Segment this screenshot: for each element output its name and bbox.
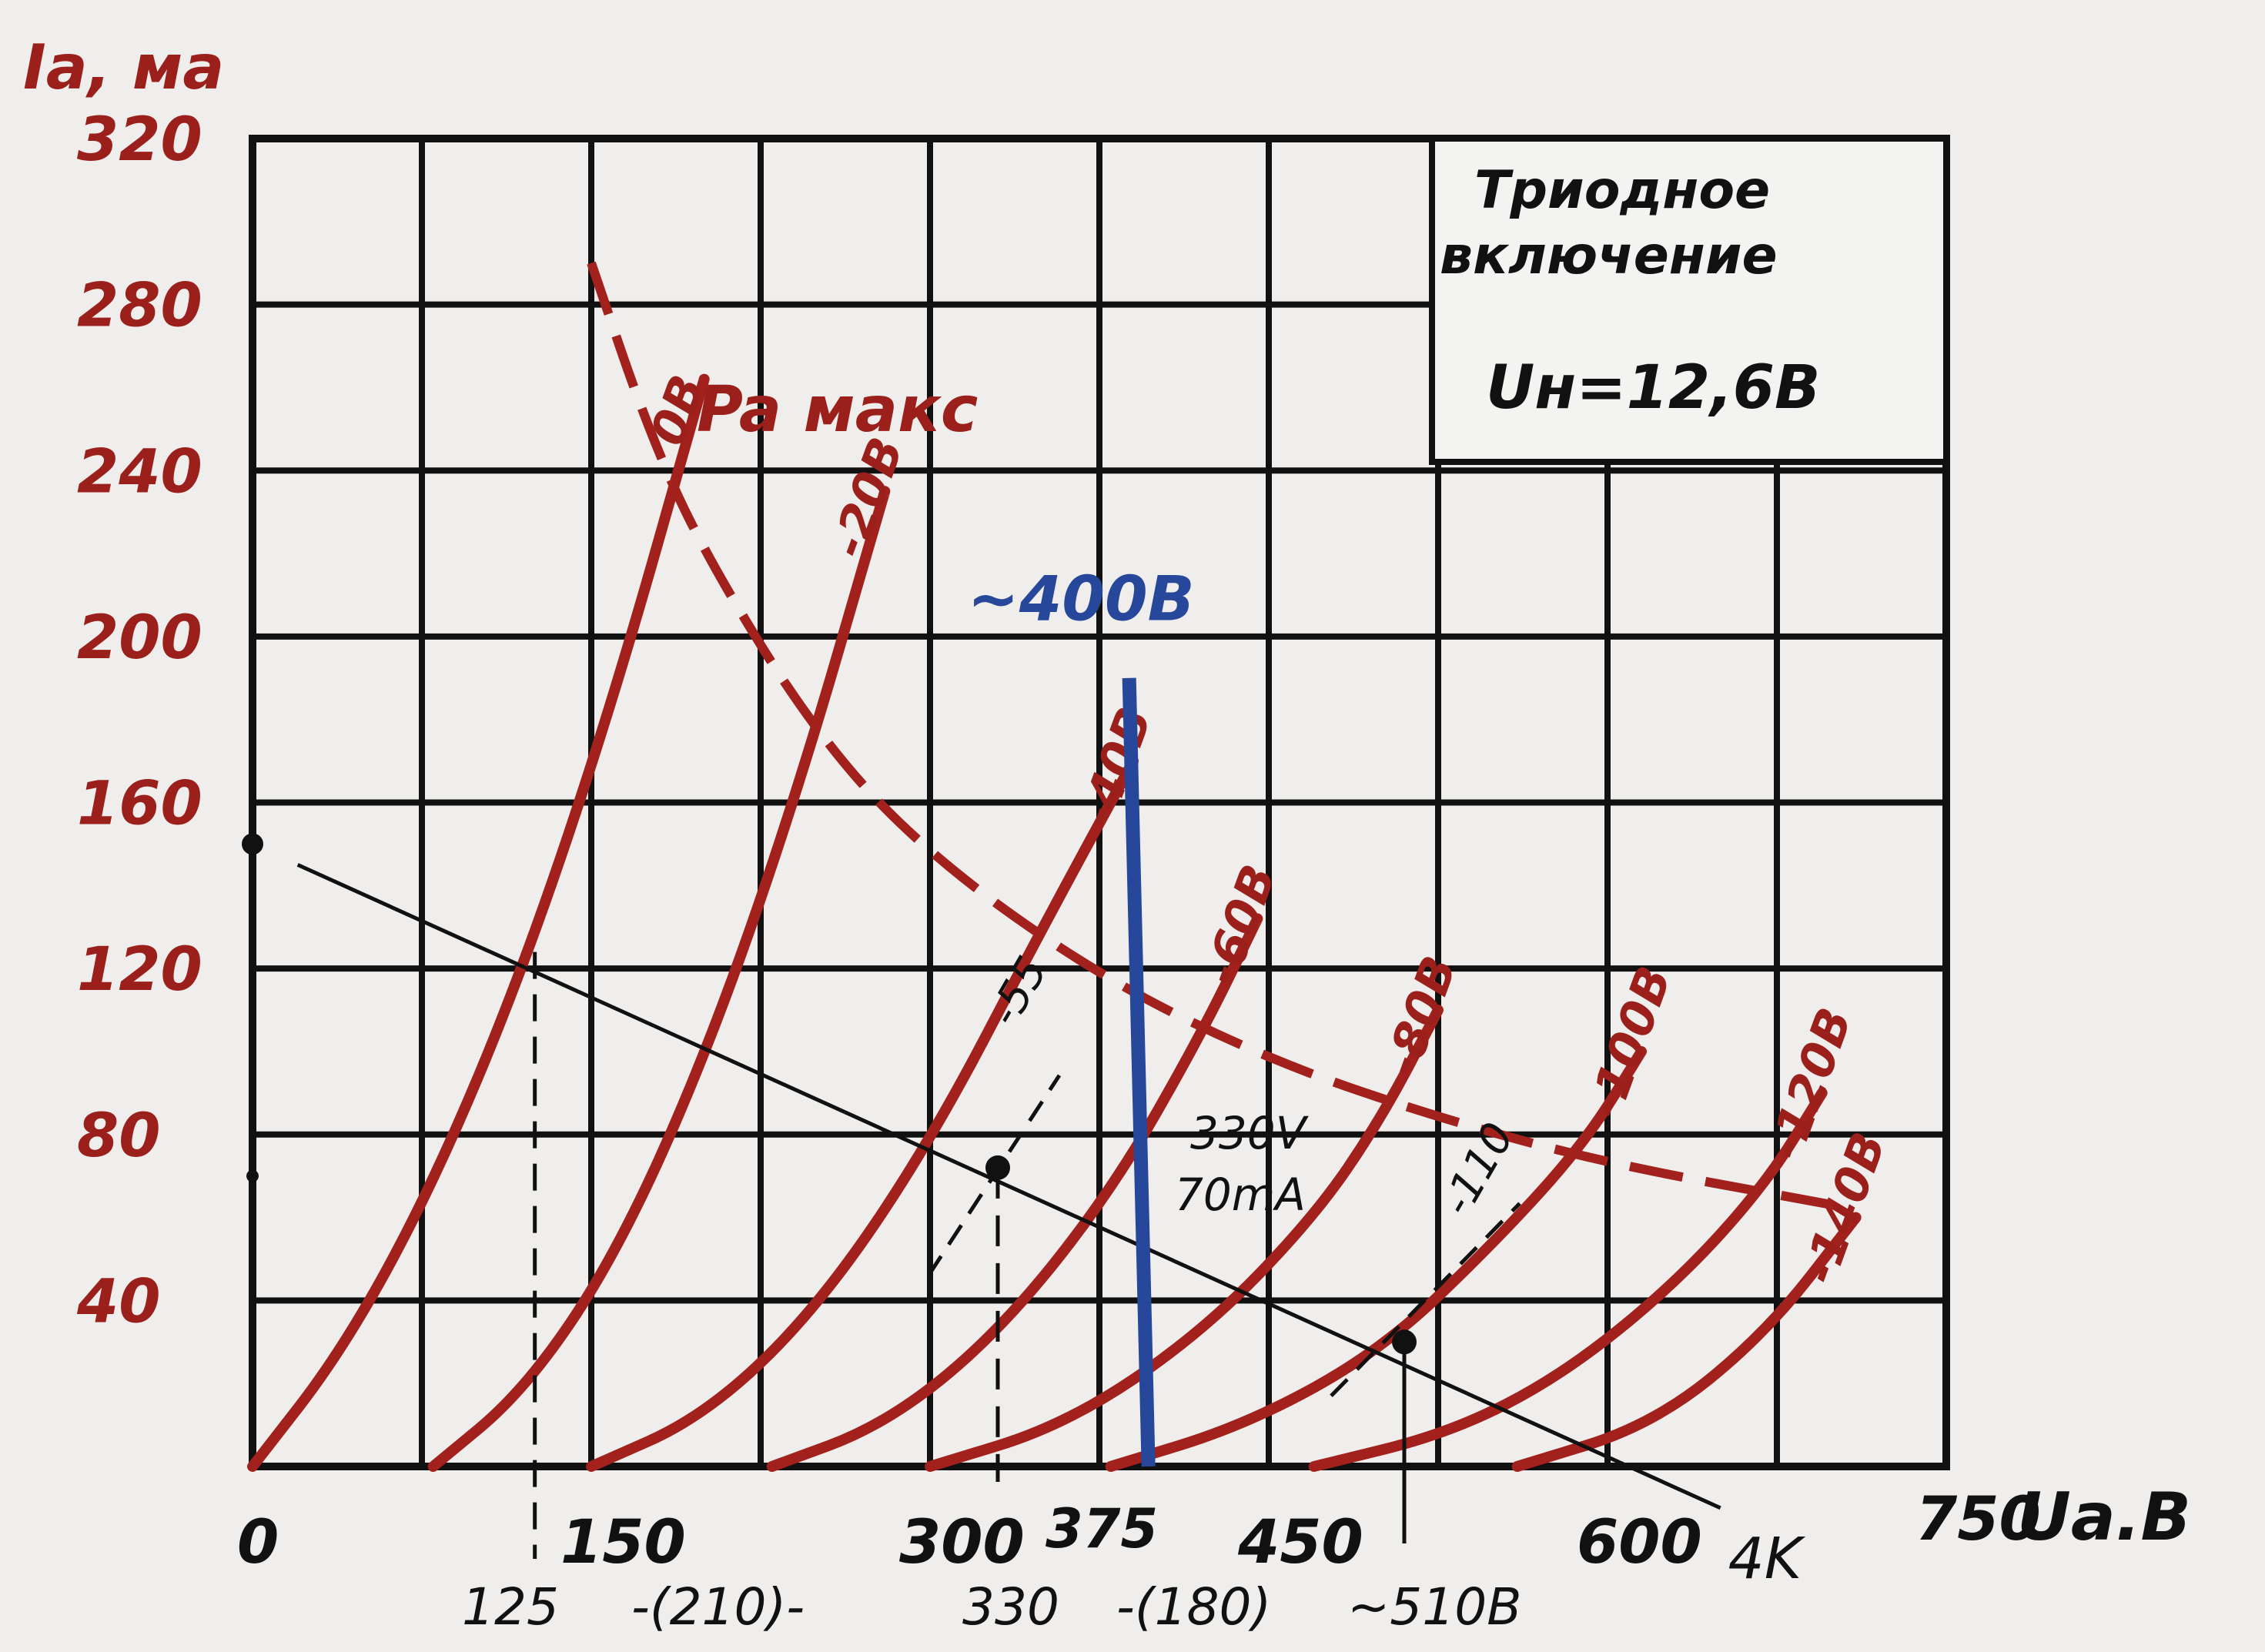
bottom-note: -(210)- (631, 1577, 805, 1637)
point-510-tangent (1330, 1202, 1521, 1398)
y-tick-label: 280 (77, 272, 202, 341)
curve-label: -40B (1068, 700, 1163, 834)
y-tick-label: 320 (77, 105, 202, 175)
curve-label: -60B (1193, 858, 1287, 992)
bottom-note: ~510B (1347, 1577, 1522, 1637)
x-tick-label: 750 (1915, 1485, 2041, 1554)
blue-voltage-line (1122, 677, 1156, 1467)
curve-7 (1308, 1087, 1828, 1472)
bottom-note: -(180) (1116, 1577, 1271, 1637)
top-voltage-label: ~400B (968, 563, 1195, 634)
y-tick-label: 120 (77, 935, 202, 1005)
operating-point-label-2: 70mA (1175, 1169, 1306, 1221)
bottom-note: 330 (962, 1577, 1059, 1637)
x-tick-label: 300 (899, 1508, 1025, 1577)
y-tick-label: 40 (76, 1267, 161, 1336)
x-tick-label: 600 (1577, 1508, 1702, 1577)
curve-5 (925, 1005, 1444, 1472)
pmax-curve (587, 261, 1835, 1210)
curve-8 (1511, 1212, 1862, 1472)
y-axis-label: Ia, мa (23, 32, 224, 103)
point-510-bias: -110 (1432, 1115, 1524, 1225)
load-line-label: 4K (1728, 1526, 1806, 1592)
x-axis-label: Ua.B (2017, 1479, 2191, 1556)
x-tick-label-extra: 375 (1046, 1497, 1158, 1560)
curve-6 (1105, 1045, 1647, 1472)
condition-box-title-line2: включение (1440, 226, 1778, 286)
condition-box-condition: Uн=12,6B (1486, 353, 1820, 423)
y-tick-label: 240 (77, 437, 202, 507)
bottom-note: 125 (462, 1577, 559, 1637)
y-axis-mark-2 (246, 1169, 259, 1182)
x-tick-label: 450 (1237, 1508, 1363, 1577)
condition-box-title-line1: Триодное (1474, 160, 1770, 221)
condition-box: Триодное включение Uн=12,6B (1429, 135, 1949, 465)
x-tick-label: 150 (560, 1508, 686, 1577)
pmax-label: Pa макс (697, 373, 978, 446)
operating-point-tangent (926, 1074, 1062, 1277)
tick-labels: 0 150 300 450 600 750 375 40 80 120 160 200 240 280 32… (76, 105, 2041, 1577)
curve-1 (247, 373, 710, 1472)
x-tick-label: 0 (237, 1508, 279, 1577)
curve-2 (427, 486, 891, 1472)
y-axis-mark (242, 833, 263, 855)
curve-label: -20B (820, 430, 915, 565)
operating-point-label-1: 330V (1190, 1107, 1310, 1159)
curve-4 (766, 913, 1263, 1472)
curve-label: -100B (1576, 959, 1682, 1125)
y-tick-label: 160 (77, 770, 202, 839)
y-tick-label: 80 (77, 1102, 161, 1171)
curve-3 (586, 755, 1139, 1472)
condition-box-frame (1429, 135, 1949, 465)
y-tick-label: 200 (77, 604, 202, 673)
